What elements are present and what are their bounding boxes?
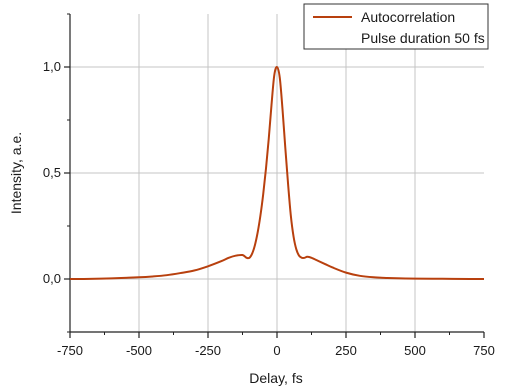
x-tick-label: 250 xyxy=(335,343,357,358)
x-tick-label: -500 xyxy=(126,343,152,358)
y-tick-label: 1,0 xyxy=(43,59,61,74)
legend-box xyxy=(303,3,489,50)
y-tick-label: 0,5 xyxy=(43,165,61,180)
legend: Autocorrelation Pulse duration 50 fs xyxy=(303,3,489,50)
x-tick-label: 750 xyxy=(473,343,495,358)
series-layer xyxy=(69,65,485,281)
tick-labels: -750 -500 -250 0 250 500 750 0,0 0,5 1,0 xyxy=(43,59,495,358)
y-axis-title: Intensity, a.e. xyxy=(8,132,24,214)
series-line-autocorrelation xyxy=(69,65,485,281)
grid xyxy=(70,14,484,332)
axes xyxy=(64,13,485,338)
legend-entry-autocorrelation: Autocorrelation xyxy=(361,9,455,25)
x-tick-label: 500 xyxy=(404,343,426,358)
x-axis-title: Delay, fs xyxy=(249,370,302,386)
y-tick-label: 0,0 xyxy=(43,271,61,286)
x-tick-label: -250 xyxy=(195,343,221,358)
legend-entry-pulse-duration: Pulse duration 50 fs xyxy=(361,30,485,46)
x-tick-label: -750 xyxy=(57,343,83,358)
x-tick-label: 0 xyxy=(273,343,280,358)
